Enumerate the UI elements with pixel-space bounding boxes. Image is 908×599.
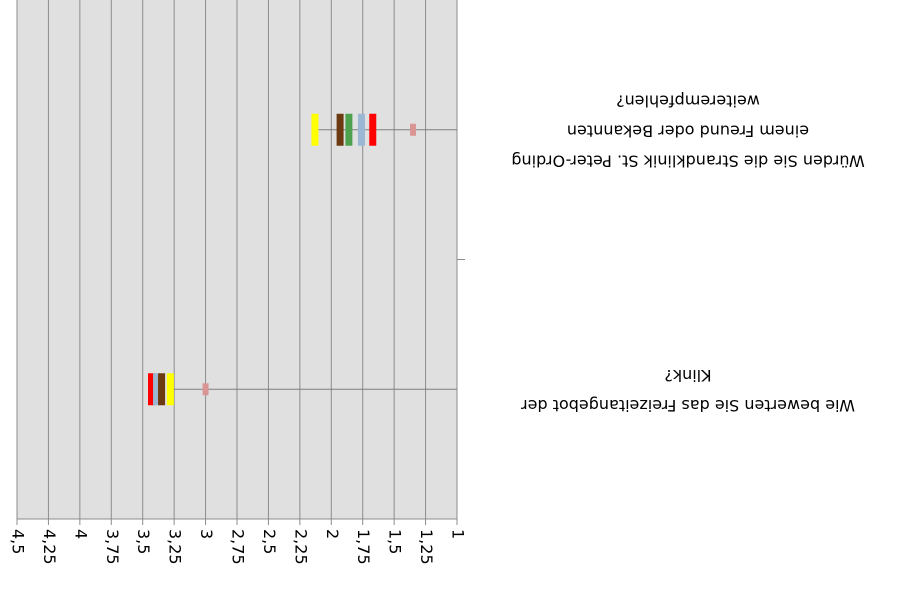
x-tick-label: 3,5 xyxy=(134,529,153,554)
x-tick-label: 1,75 xyxy=(354,529,373,565)
x-tick-label: 2 xyxy=(323,529,342,539)
marker xyxy=(357,113,365,146)
marker xyxy=(410,123,416,136)
marker xyxy=(202,383,209,396)
x-tick-label: 2,5 xyxy=(260,529,279,554)
x-tick-label: 2,75 xyxy=(229,529,248,565)
marker xyxy=(336,113,344,146)
x-tick-label: 1,5 xyxy=(386,529,405,554)
marker xyxy=(148,373,156,406)
x-tick-label: 1,25 xyxy=(417,529,436,565)
category-label: Wie bewerten Sie das Freizeitangebot der xyxy=(521,396,855,415)
chart-body: 1 1,25 1,5 1,75 2 2,25 2,5 2,75 3 3,25 3,5 3,75 4 4,2… xyxy=(9,0,865,565)
x-tick-label: 4,5 xyxy=(9,529,28,554)
marker xyxy=(345,113,353,146)
x-tick-label: 4,25 xyxy=(40,529,59,565)
marker xyxy=(153,373,161,406)
category-label: einem Freund oder Bekannten xyxy=(567,121,809,140)
category-label: Klink? xyxy=(664,366,711,385)
marker xyxy=(369,113,377,146)
x-tick-label: 4 xyxy=(71,529,90,539)
x-tick-label: 3 xyxy=(197,529,216,539)
x-tick-label: 3,25 xyxy=(166,529,185,565)
marker xyxy=(158,373,166,406)
x-tick-label: 3,75 xyxy=(103,529,122,565)
x-tick-label: 1 xyxy=(449,529,468,539)
marker xyxy=(166,373,174,406)
category-label: weiterempfehlen? xyxy=(616,91,760,110)
marker xyxy=(311,113,319,146)
category-label: Würden Sie die Strandklinik St. Peter-Or… xyxy=(511,151,864,170)
x-tick-label: 2,25 xyxy=(291,529,310,565)
